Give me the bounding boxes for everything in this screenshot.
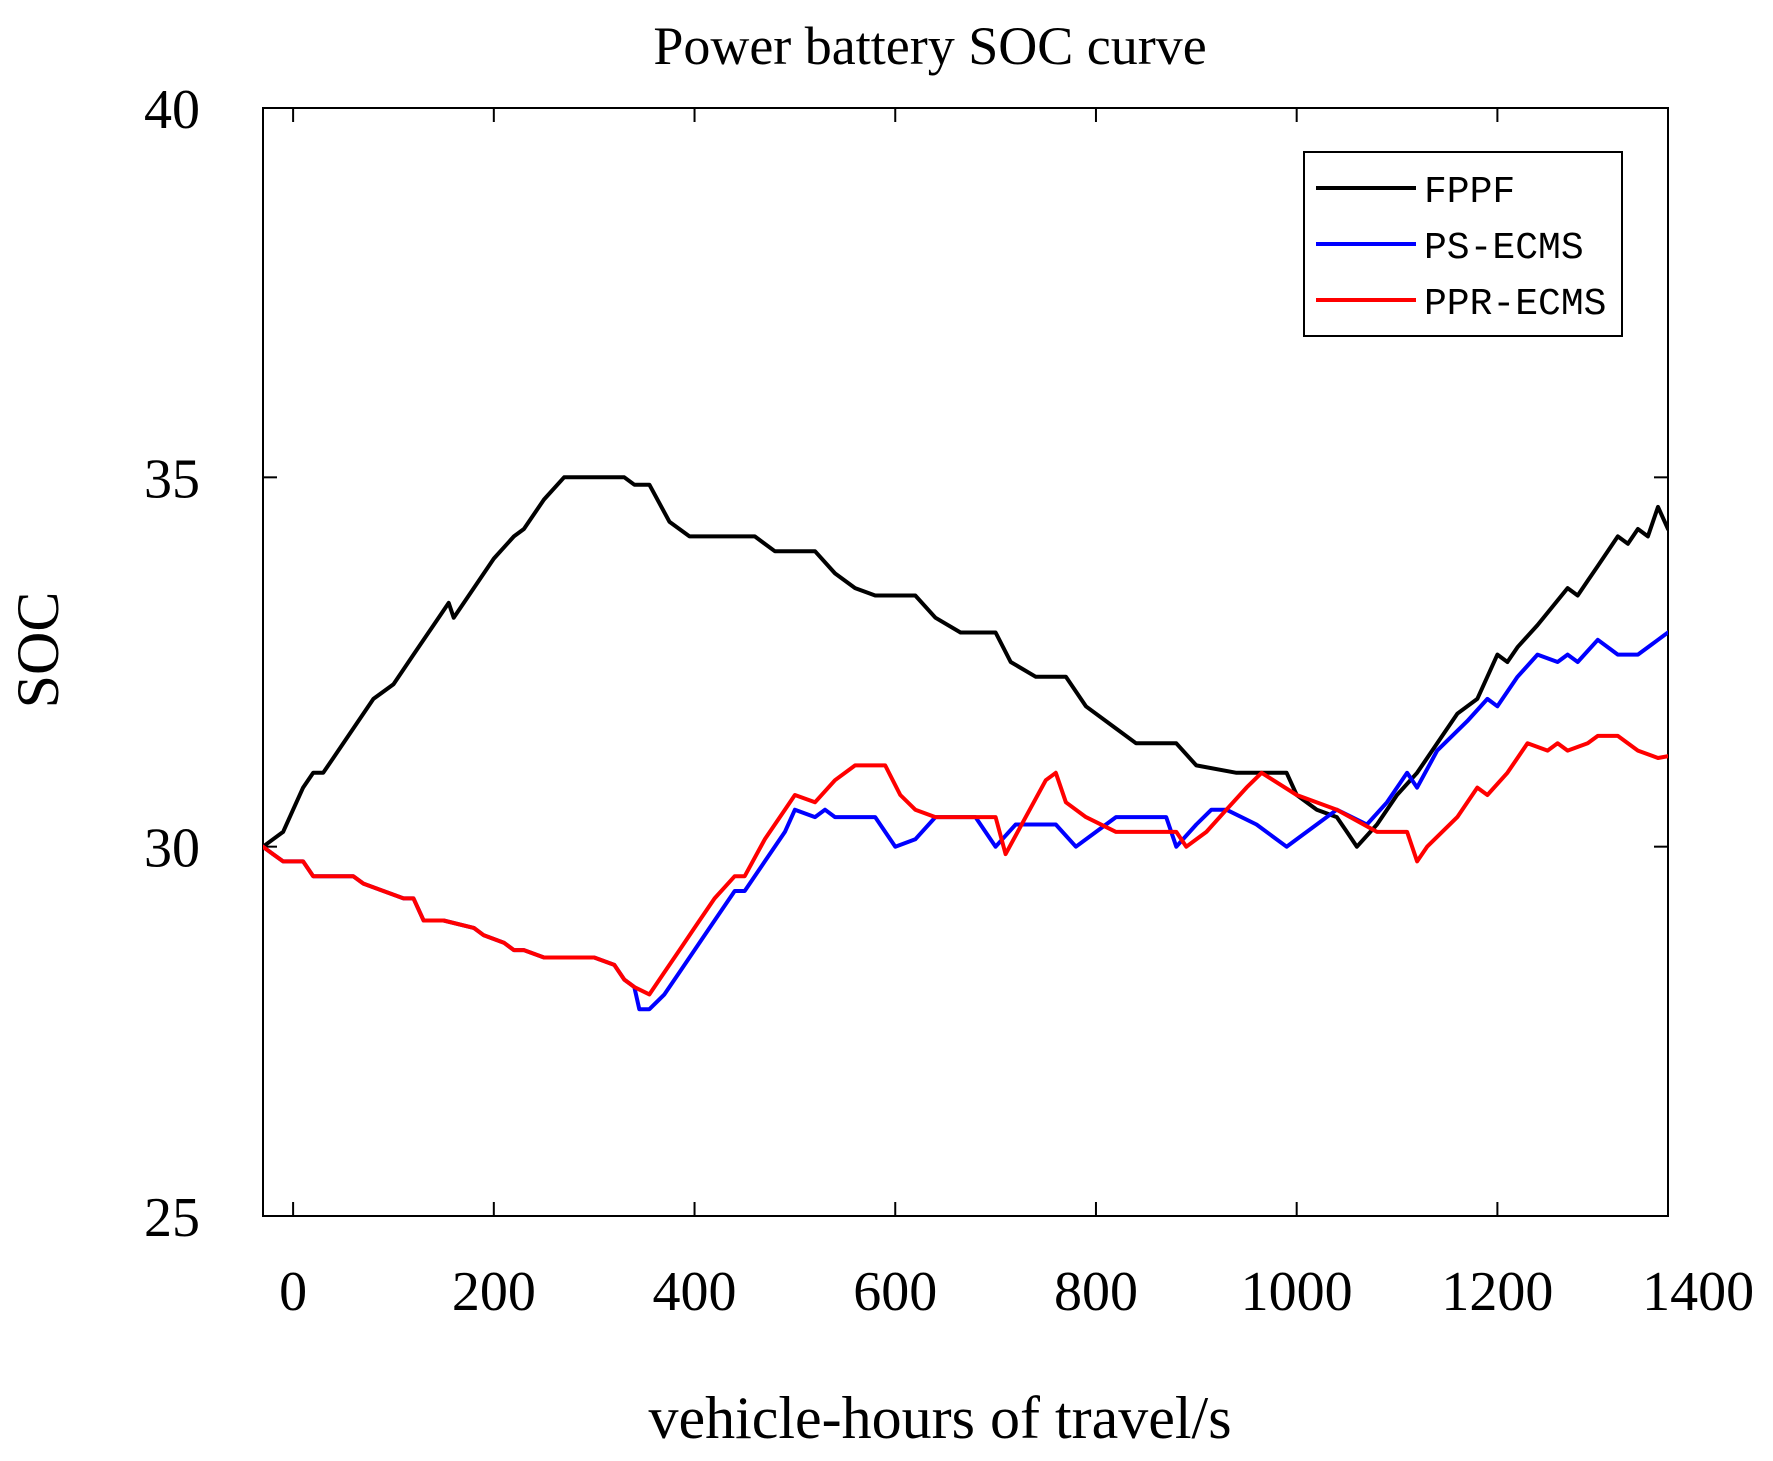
x-axis-label: vehicle-hours of travel/s bbox=[648, 1385, 1231, 1451]
axes: 0 200 400 600 800 1000 1200 1400 25 30 35 40 bbox=[144, 79, 1754, 1323]
y-tick-label: 35 bbox=[144, 448, 200, 510]
series-line-fppf bbox=[263, 475, 1668, 849]
x-tick-label: 400 bbox=[653, 1261, 737, 1323]
series-lines bbox=[263, 475, 1668, 1012]
x-tick-label: 0 bbox=[279, 1261, 307, 1323]
x-tick-label: 1000 bbox=[1241, 1261, 1353, 1323]
y-tick-label: 40 bbox=[144, 79, 200, 141]
legend-label: PS-ECMS bbox=[1424, 227, 1584, 270]
legend: FPPF PS-ECMS PPR-ECMS bbox=[1303, 151, 1623, 337]
x-tick-label: 1200 bbox=[1441, 1261, 1553, 1323]
legend-label: FPPF bbox=[1424, 171, 1515, 214]
chart-title: Power battery SOC curve bbox=[653, 16, 1206, 76]
plot-frame bbox=[262, 107, 1669, 1217]
x-tick-label: 1400 bbox=[1642, 1261, 1754, 1323]
series-fppf bbox=[263, 475, 1668, 849]
y-tick-label: 25 bbox=[144, 1187, 200, 1249]
y-tick-label: 30 bbox=[144, 818, 200, 880]
legend-label: PPR-ECMS bbox=[1424, 283, 1606, 326]
series-ppr-ecms bbox=[263, 733, 1668, 997]
y-axis-label: SOC bbox=[5, 592, 71, 709]
x-tick-label: 800 bbox=[1054, 1261, 1138, 1323]
x-tick-label: 600 bbox=[853, 1261, 937, 1323]
series-line-ppr-ecms bbox=[263, 733, 1668, 997]
x-tick-label: 200 bbox=[452, 1261, 536, 1323]
